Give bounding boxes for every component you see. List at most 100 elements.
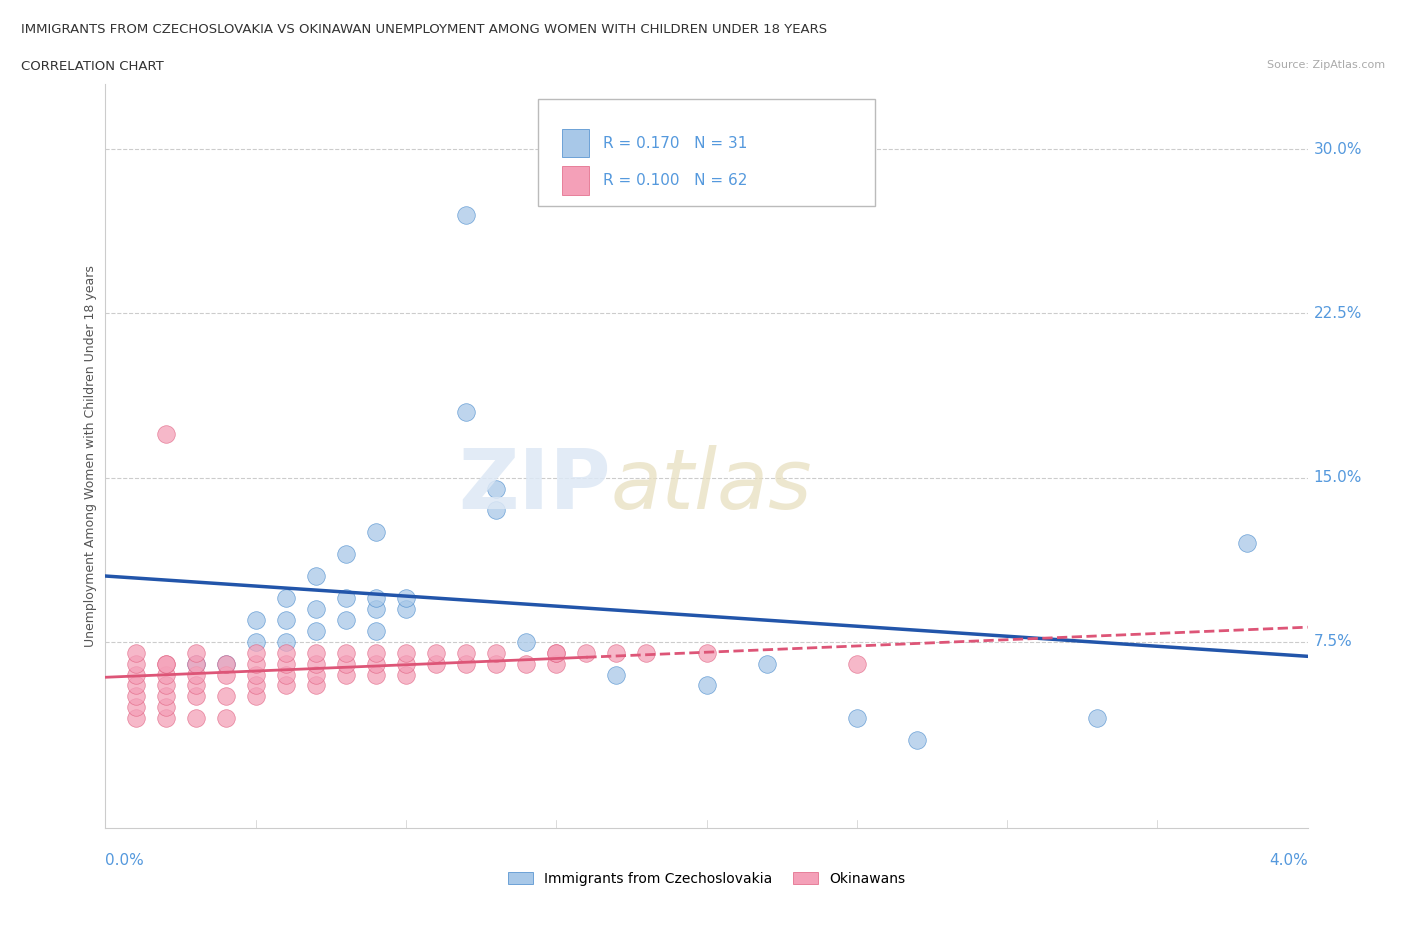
Point xyxy=(184,657,207,671)
Point xyxy=(335,547,357,562)
Point xyxy=(305,602,328,617)
Point xyxy=(364,667,387,682)
Point xyxy=(1236,536,1258,551)
Point xyxy=(454,405,477,419)
Text: R = 0.170   N = 31: R = 0.170 N = 31 xyxy=(603,136,748,151)
Point xyxy=(546,657,568,671)
Text: 22.5%: 22.5% xyxy=(1313,306,1362,321)
Point xyxy=(124,667,146,682)
Point xyxy=(515,634,537,649)
Point xyxy=(155,678,177,693)
Point xyxy=(605,645,627,660)
Point xyxy=(184,645,207,660)
Point xyxy=(274,634,297,649)
Point xyxy=(364,525,387,539)
Point xyxy=(845,657,868,671)
FancyBboxPatch shape xyxy=(538,99,875,206)
FancyBboxPatch shape xyxy=(562,129,589,157)
Point xyxy=(124,678,146,693)
Point xyxy=(425,645,447,660)
Point xyxy=(364,623,387,638)
Point xyxy=(364,602,387,617)
Point xyxy=(636,645,658,660)
Point xyxy=(546,645,568,660)
Point xyxy=(1085,711,1108,725)
Point xyxy=(305,645,328,660)
Point xyxy=(364,645,387,660)
Point xyxy=(395,602,418,617)
Point xyxy=(845,711,868,725)
Point xyxy=(395,645,418,660)
Point xyxy=(274,657,297,671)
Text: CORRELATION CHART: CORRELATION CHART xyxy=(21,60,165,73)
Point xyxy=(335,645,357,660)
Point xyxy=(485,645,508,660)
Point xyxy=(155,426,177,441)
Point xyxy=(245,634,267,649)
Point xyxy=(335,591,357,605)
Point xyxy=(335,667,357,682)
Text: 7.5%: 7.5% xyxy=(1313,634,1353,649)
Point xyxy=(395,667,418,682)
Point xyxy=(364,657,387,671)
Point xyxy=(425,657,447,671)
Point xyxy=(245,667,267,682)
Point xyxy=(124,657,146,671)
Point xyxy=(485,481,508,496)
Point xyxy=(696,678,718,693)
Point xyxy=(245,612,267,627)
Point xyxy=(305,667,328,682)
Point xyxy=(454,207,477,222)
FancyBboxPatch shape xyxy=(562,166,589,194)
Point xyxy=(274,612,297,627)
Text: 30.0%: 30.0% xyxy=(1313,142,1362,157)
Point xyxy=(335,657,357,671)
Point xyxy=(184,689,207,704)
Point xyxy=(905,733,928,748)
Point xyxy=(274,678,297,693)
Point xyxy=(755,657,778,671)
Y-axis label: Unemployment Among Women with Children Under 18 years: Unemployment Among Women with Children U… xyxy=(84,265,97,646)
Text: 0.0%: 0.0% xyxy=(105,853,145,868)
Point xyxy=(605,667,627,682)
Point xyxy=(184,657,207,671)
Point xyxy=(575,645,598,660)
Point xyxy=(305,623,328,638)
Point xyxy=(155,700,177,715)
Point xyxy=(305,657,328,671)
Point xyxy=(155,711,177,725)
Point xyxy=(184,678,207,693)
Point xyxy=(696,645,718,660)
Point xyxy=(274,645,297,660)
Point xyxy=(546,645,568,660)
Point xyxy=(485,657,508,671)
Text: IMMIGRANTS FROM CZECHOSLOVAKIA VS OKINAWAN UNEMPLOYMENT AMONG WOMEN WITH CHILDRE: IMMIGRANTS FROM CZECHOSLOVAKIA VS OKINAW… xyxy=(21,23,827,36)
Point xyxy=(214,657,236,671)
Text: ZIP: ZIP xyxy=(458,445,610,526)
Point xyxy=(395,591,418,605)
Point xyxy=(454,645,477,660)
Text: 4.0%: 4.0% xyxy=(1268,853,1308,868)
Point xyxy=(305,568,328,583)
Text: 15.0%: 15.0% xyxy=(1313,470,1362,485)
Point xyxy=(155,657,177,671)
Point xyxy=(245,645,267,660)
Point xyxy=(184,711,207,725)
Point xyxy=(214,689,236,704)
Point xyxy=(274,591,297,605)
Point xyxy=(214,667,236,682)
Point xyxy=(245,657,267,671)
Text: Source: ZipAtlas.com: Source: ZipAtlas.com xyxy=(1267,60,1385,71)
Point xyxy=(214,711,236,725)
Point xyxy=(184,667,207,682)
Point xyxy=(124,689,146,704)
Point xyxy=(155,667,177,682)
Point xyxy=(245,689,267,704)
Point xyxy=(124,645,146,660)
Point xyxy=(485,503,508,518)
Point xyxy=(454,657,477,671)
Point xyxy=(214,657,236,671)
Point xyxy=(515,657,537,671)
Point xyxy=(305,678,328,693)
Point xyxy=(274,667,297,682)
